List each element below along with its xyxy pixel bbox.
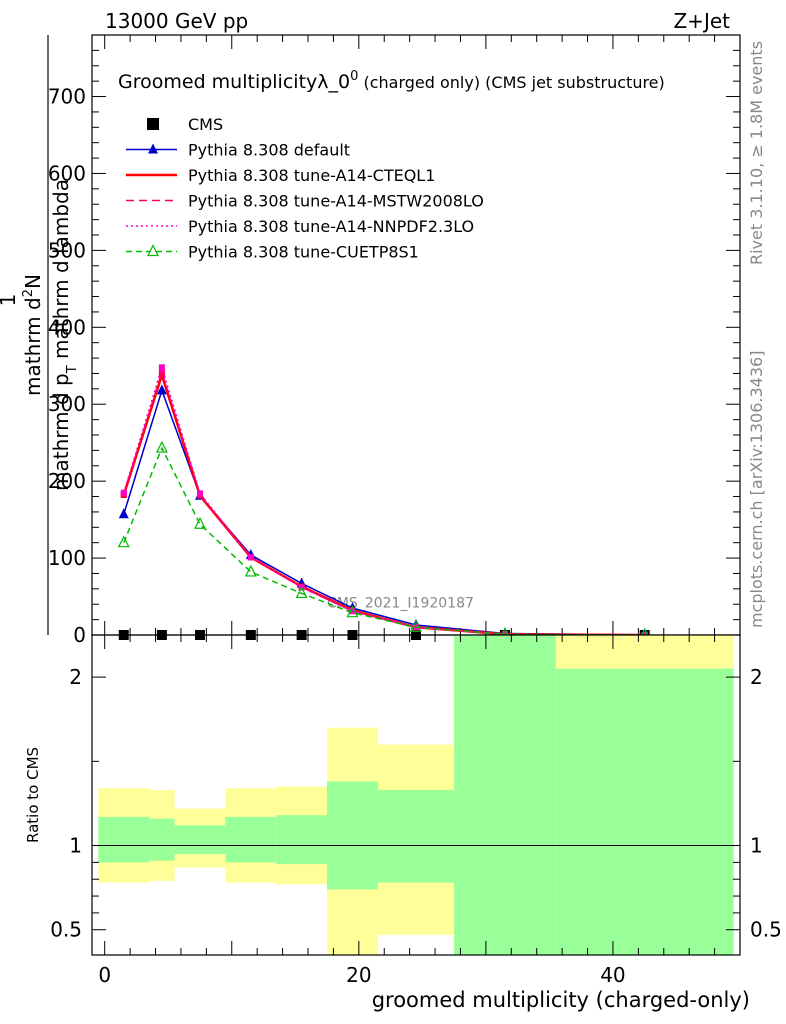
- ratio-y-tick-label: 2: [69, 665, 82, 689]
- series-marker: [158, 372, 165, 378]
- uncertainty-band-green: [377, 789, 455, 883]
- series-marker: [295, 586, 308, 599]
- y-tick-label: 400: [48, 315, 86, 339]
- series-line: [123, 446, 645, 636]
- uncertainty-band-green: [174, 825, 226, 854]
- uncertainty-band-green: [454, 635, 556, 955]
- series-marker: [155, 440, 168, 453]
- x-tick-label: 40: [600, 963, 625, 987]
- plot-title: Groomed multiplicityλ_00 (charged only) …: [118, 69, 665, 93]
- series-marker: [244, 564, 257, 577]
- uncertainty-band-green: [276, 815, 328, 865]
- series-marker: [346, 605, 359, 618]
- ratio-y-tick-label-right: 2: [750, 665, 763, 689]
- y-label-numerator: mathrm d2N: [21, 274, 45, 396]
- y-axis-label: mathrm d2N mathrm d pT mathrm d lambda 1: [0, 35, 80, 635]
- legend-label: Pythia 8.308 tune-CUETP8S1: [188, 243, 419, 262]
- x-axis-label: groomed multiplicity (charged-only): [372, 988, 750, 1012]
- uncertainty-band-green: [225, 816, 277, 863]
- y-tick-label: 0: [73, 623, 86, 647]
- legend-marker: [147, 118, 159, 130]
- header-left: 13000 GeV pp: [105, 9, 248, 33]
- series-marker: [247, 554, 254, 561]
- ratio-y-label: Ratio to CMS: [24, 747, 42, 843]
- legend-label: Pythia 8.308 default: [188, 141, 350, 160]
- ratio-y-tick-label: 1: [69, 834, 82, 858]
- uncertainty-band-green: [555, 668, 734, 955]
- main-panel: 0 100 200 300 400 500 600 700 CMS_2021_I1920187 C…: [48, 34, 741, 647]
- series-marker: [118, 508, 129, 519]
- series-marker: [197, 490, 203, 497]
- legend-marker: [147, 244, 159, 257]
- series-marker: [349, 608, 356, 615]
- legend-label: Pythia 8.308 tune-A14-NNPDF2.3LO: [188, 217, 474, 236]
- y-tick-label: 500: [48, 238, 86, 262]
- series-marker: [158, 368, 165, 375]
- series-marker: [410, 619, 422, 632]
- title-sup: 0: [350, 69, 358, 84]
- x-tick-label: 20: [346, 963, 371, 987]
- ratio-panel: 0.5 0.51 12 20 20 40: [50, 634, 782, 987]
- y-tick-label: 100: [48, 546, 86, 570]
- y-tick-label: 600: [48, 161, 86, 185]
- uncertainty-band-green: [98, 816, 150, 863]
- series-marker: [120, 489, 127, 496]
- legend-label: CMS: [188, 115, 223, 134]
- y-label-denominator: mathrm d pT mathrm d lambda: [49, 179, 80, 491]
- title-suffix: (charged only) (CMS jet substructure): [358, 73, 664, 92]
- ratio-frame: [91, 634, 741, 956]
- series-marker: [158, 364, 165, 371]
- title-main: Groomed multiplicity: [118, 71, 317, 93]
- rivet-label: Rivet 3.1.10, ≥ 1.8M events: [747, 41, 766, 265]
- legend-label: Pythia 8.308 tune-A14-CTEQL1: [188, 166, 435, 185]
- uncertainty-band-green: [327, 781, 378, 890]
- series-marker: [194, 516, 206, 529]
- ratio-y-tick-label-right: 1: [750, 834, 763, 858]
- series-marker: [117, 535, 130, 548]
- analysis-watermark: CMS_2021_I1920187: [327, 595, 474, 611]
- y-tick-label: 200: [48, 469, 86, 493]
- uncertainty-band-green: [149, 818, 175, 861]
- series-marker: [156, 384, 167, 395]
- mcplots-label: mcplots.cern.ch [arXiv:1306.3436]: [747, 351, 766, 628]
- ratio-y-tick-label: 0.5: [50, 918, 82, 942]
- header-right: Z+Jet: [673, 9, 730, 33]
- title-lambda: λ_0: [317, 71, 350, 93]
- y-label-prefactor-num: 1: [0, 294, 20, 307]
- legend-marker: [148, 143, 158, 154]
- y-tick-label: 700: [48, 85, 86, 109]
- y-tick-label: 300: [48, 392, 86, 416]
- x-tick-label: 0: [98, 963, 111, 987]
- legend-label: Pythia 8.308 tune-A14-MSTW2008LO: [188, 192, 484, 211]
- ratio-y-tick-label-right: 0.5: [750, 918, 782, 942]
